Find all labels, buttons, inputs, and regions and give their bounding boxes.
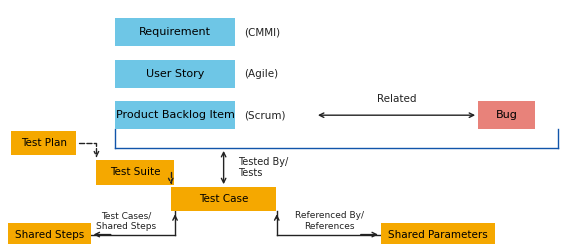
FancyBboxPatch shape xyxy=(96,160,174,185)
FancyBboxPatch shape xyxy=(115,18,235,46)
FancyBboxPatch shape xyxy=(171,187,277,211)
Text: Test Plan: Test Plan xyxy=(21,138,66,148)
FancyBboxPatch shape xyxy=(115,101,235,129)
Text: Shared Steps: Shared Steps xyxy=(15,230,84,240)
Text: Requirement: Requirement xyxy=(139,27,211,37)
Text: Test Cases/
Shared Steps: Test Cases/ Shared Steps xyxy=(96,211,156,231)
Text: Related: Related xyxy=(377,94,417,104)
Text: (CMMI): (CMMI) xyxy=(244,27,280,37)
FancyBboxPatch shape xyxy=(8,223,91,245)
Text: Shared Parameters: Shared Parameters xyxy=(388,230,488,240)
Text: Bug: Bug xyxy=(496,110,517,120)
Text: Test Case: Test Case xyxy=(199,194,248,204)
Text: (Scrum): (Scrum) xyxy=(244,110,285,120)
FancyBboxPatch shape xyxy=(381,223,495,245)
FancyBboxPatch shape xyxy=(115,60,235,88)
Text: Tested By/
Tests: Tested By/ Tests xyxy=(238,157,288,178)
FancyBboxPatch shape xyxy=(478,101,535,129)
Text: Referenced By/
References: Referenced By/ References xyxy=(295,211,364,231)
Text: (Agile): (Agile) xyxy=(244,69,278,79)
FancyBboxPatch shape xyxy=(11,131,76,155)
Text: Product Backlog Item: Product Backlog Item xyxy=(116,110,234,120)
Text: Test Suite: Test Suite xyxy=(110,167,160,177)
Text: User Story: User Story xyxy=(146,69,204,79)
